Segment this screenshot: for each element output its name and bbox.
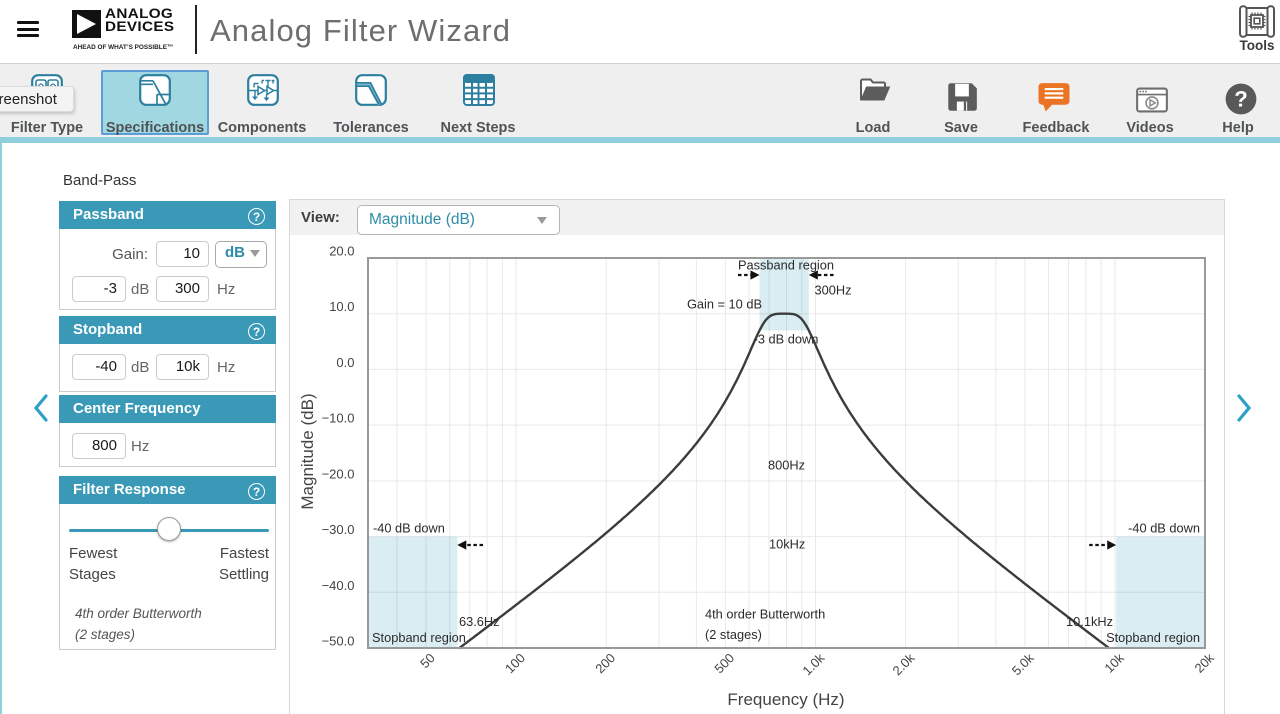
svg-text:10kHz: 10kHz: [769, 537, 805, 552]
svg-text:63.6Hz: 63.6Hz: [459, 614, 500, 629]
svg-text:?: ?: [1234, 86, 1248, 111]
svg-text:Frequency (Hz): Frequency (Hz): [727, 690, 844, 709]
svg-text:2.0k: 2.0k: [890, 650, 918, 678]
svg-text:50: 50: [417, 650, 438, 671]
svg-text:4th order Butterworth: 4th order Butterworth: [705, 607, 825, 622]
svg-text:−30.0: −30.0: [322, 522, 355, 537]
svg-text:5.0k: 5.0k: [1009, 650, 1037, 678]
svg-text:-3 dB down: -3 dB down: [754, 332, 819, 347]
svg-text:10k: 10k: [1101, 650, 1127, 676]
svg-text:Magnitude (dB): Magnitude (dB): [298, 393, 317, 509]
svg-text:Stopband region: Stopband region: [1106, 630, 1200, 645]
svg-text:−50.0: −50.0: [322, 634, 355, 649]
svg-text:(2 stages): (2 stages): [705, 627, 762, 642]
svg-text:500: 500: [711, 650, 737, 676]
svg-text:300Hz: 300Hz: [815, 283, 852, 298]
svg-text:Passband region: Passband region: [738, 258, 834, 273]
svg-text:100: 100: [502, 650, 528, 676]
svg-text:-40 dB down: -40 dB down: [1128, 521, 1200, 536]
svg-text:-40 dB down: -40 dB down: [373, 521, 445, 536]
svg-text:20.0: 20.0: [329, 244, 354, 259]
svg-text:−40.0: −40.0: [322, 578, 355, 593]
svg-text:0.0: 0.0: [336, 355, 354, 370]
svg-text:1.0k: 1.0k: [799, 650, 827, 678]
svg-text:200: 200: [592, 650, 618, 676]
svg-text:10.1kHz: 10.1kHz: [1066, 614, 1113, 629]
svg-text:−20.0: −20.0: [322, 466, 355, 481]
svg-text:10.0: 10.0: [329, 299, 354, 314]
svg-text:−10.0: −10.0: [322, 411, 355, 426]
svg-text:800Hz: 800Hz: [768, 458, 805, 473]
svg-text:Gain = 10 dB: Gain = 10 dB: [687, 297, 762, 312]
svg-text:20k: 20k: [1191, 650, 1217, 676]
svg-text:Stopband region: Stopband region: [372, 630, 466, 645]
